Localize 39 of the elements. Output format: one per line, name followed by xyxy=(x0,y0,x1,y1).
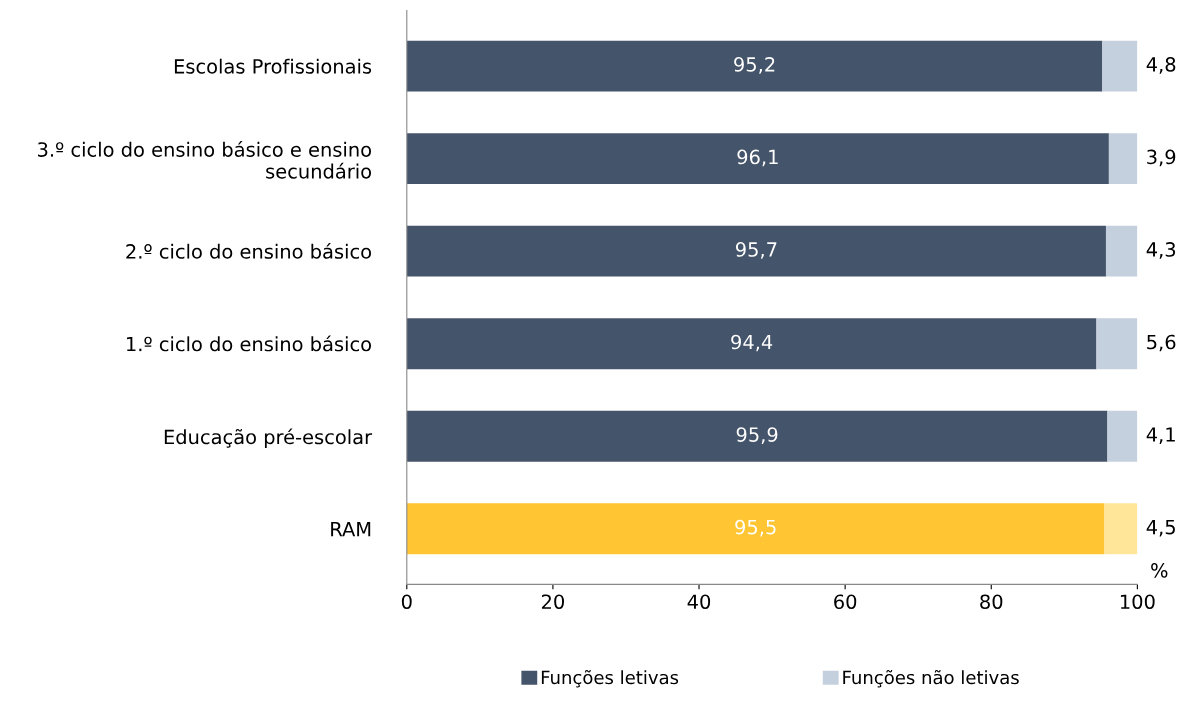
data-label: 4,3 xyxy=(1146,242,1176,259)
legend-label: Funções não letivas xyxy=(843,669,1019,688)
y-tick-label: Escolas Profissionais xyxy=(174,58,372,74)
x-tick-label: 20 xyxy=(541,594,564,610)
data-label: 4,1 xyxy=(1146,427,1175,444)
bar xyxy=(406,40,1103,92)
y-tick-label: 1.º ciclo do ensino básico xyxy=(127,335,372,352)
bar xyxy=(406,318,1097,370)
bar xyxy=(1108,133,1138,185)
data-label: 96,1 xyxy=(737,149,778,167)
y-tick-label: RAM xyxy=(331,522,371,537)
data-label: 4,8 xyxy=(1146,57,1176,74)
bar xyxy=(1104,503,1138,555)
x-tick-label: 60 xyxy=(834,594,857,610)
data-label: 5,6 xyxy=(1147,334,1176,352)
bar xyxy=(1105,225,1138,277)
data-label: 94,4 xyxy=(731,334,773,352)
bar xyxy=(406,410,1108,462)
bar xyxy=(406,225,1106,277)
data-label: 3,9 xyxy=(1147,149,1176,167)
x-tick-label: 100 xyxy=(1120,594,1155,610)
data-label: 4,5 xyxy=(1146,519,1175,537)
x-tick-label: 80 xyxy=(980,594,1003,610)
y-tick-label: Educação pré-escolar xyxy=(164,428,373,449)
bar xyxy=(1096,318,1138,370)
legend-label: Funções letivas xyxy=(541,669,679,688)
bar xyxy=(1102,40,1138,92)
x-tick-label: 0 xyxy=(401,594,412,610)
bar xyxy=(406,133,1109,185)
y-tick-label: 2.º ciclo do ensino básico xyxy=(126,243,372,259)
x-axis-title: % xyxy=(1151,562,1168,578)
data-label: 95,2 xyxy=(734,57,775,74)
y-tick-label: 3.º ciclo do ensino básico e ensino secundário xyxy=(38,141,372,179)
data-label: 95,7 xyxy=(735,242,777,259)
bar xyxy=(406,503,1105,555)
bar xyxy=(1107,410,1138,462)
x-tick-label: 40 xyxy=(687,594,711,610)
data-label: 95,5 xyxy=(735,519,776,537)
data-label: 95,9 xyxy=(736,427,778,444)
